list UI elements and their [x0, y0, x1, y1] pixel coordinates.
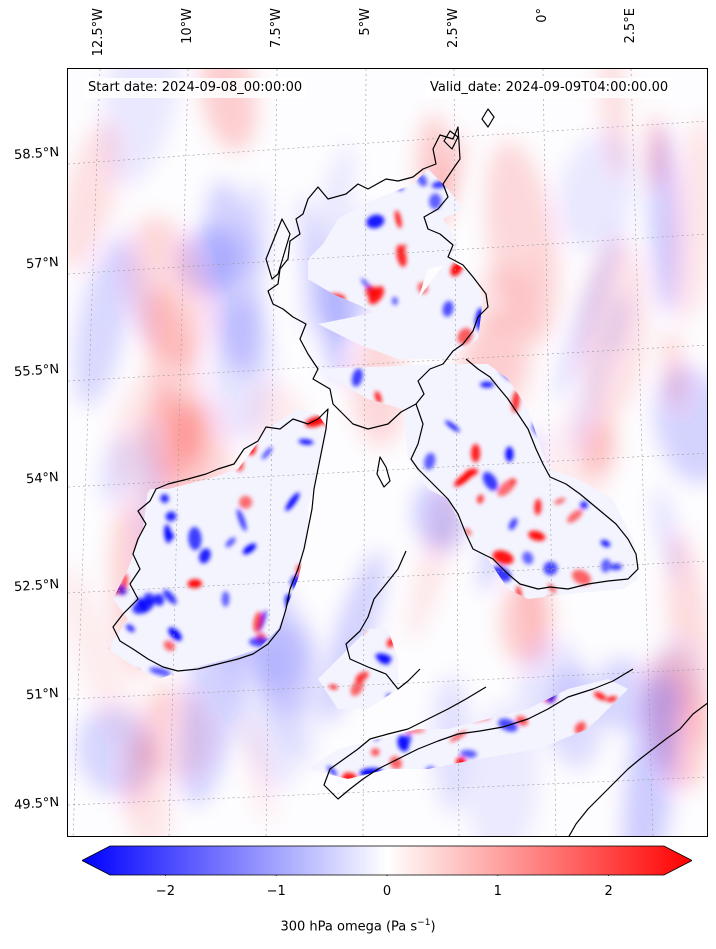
orkney — [443, 130, 459, 150]
lat-label: 54°N — [25, 470, 60, 488]
colorbar-tick-label: 1 — [493, 884, 502, 899]
map-panel — [67, 68, 708, 837]
lat-label: 52.5°N — [13, 577, 60, 596]
coastlines — [112, 108, 707, 836]
colorbar-tick-label: 2 — [604, 884, 613, 899]
lat-label: 49.5°N — [13, 795, 60, 814]
lon-label: 0° — [535, 8, 550, 23]
lon-label: 7.5°W — [269, 8, 284, 49]
graticule — [68, 69, 707, 836]
lon-label: 2.5°W — [446, 8, 461, 49]
lat-label: 55.5°N — [13, 362, 60, 381]
colorbar — [82, 845, 692, 876]
lon-label: 5°W — [358, 8, 373, 36]
omega-field-map — [68, 69, 707, 836]
hebrides-islands — [265, 218, 291, 280]
colorbar-tick-label: −1 — [266, 884, 286, 899]
lat-label: 58.5°N — [13, 145, 60, 164]
lon-label: 12.5°W — [91, 8, 106, 57]
isle-of-man — [376, 456, 391, 488]
lon-label: 10°W — [180, 8, 195, 44]
france-coast — [568, 702, 707, 836]
start-date-label: Start date: 2024-09-08_00:00:00 — [84, 78, 307, 98]
lat-label: 51°N — [25, 686, 60, 704]
south-coast — [323, 668, 634, 800]
colorbar-tick-label: −2 — [155, 884, 175, 899]
scotland-coast — [267, 126, 489, 430]
lon-label: 2.5°E — [623, 8, 638, 44]
colorbar-label: 300 hPa omega (Pa s−1) — [280, 918, 436, 935]
shetland — [481, 108, 495, 128]
ireland-coast — [112, 408, 329, 672]
colorbar-tick-label: 0 — [382, 884, 392, 899]
lat-label: 57°N — [25, 255, 60, 273]
wales-coast — [345, 550, 421, 690]
england-coast — [410, 358, 639, 590]
valid-date-label: Valid_date: 2024-09-09T04:00:00.00 — [426, 78, 673, 98]
